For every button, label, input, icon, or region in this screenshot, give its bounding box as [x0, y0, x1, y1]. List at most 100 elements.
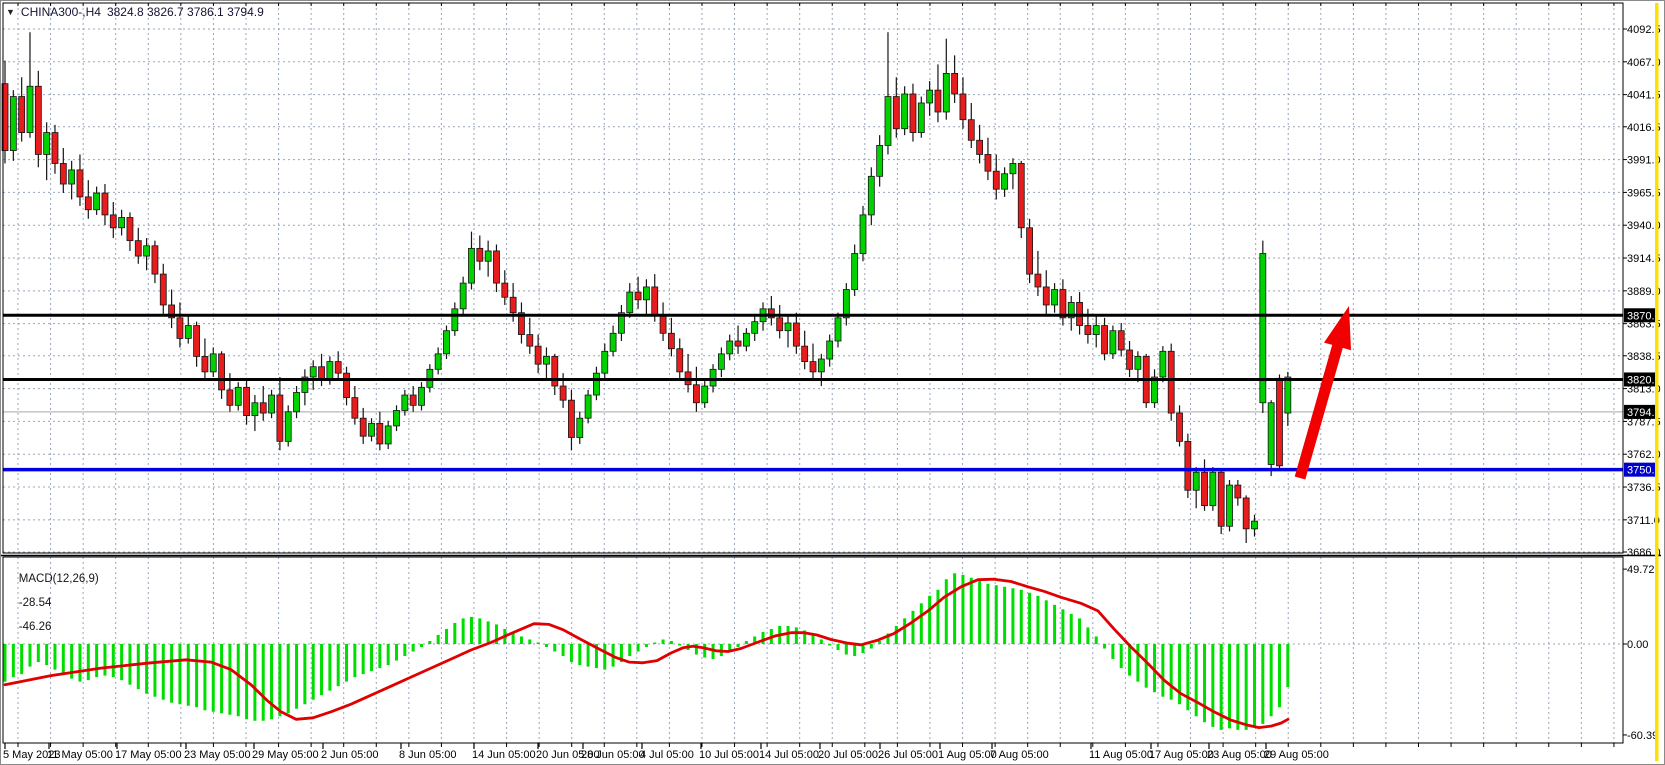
bear-candle [1176, 412, 1183, 442]
bull-candle [717, 353, 725, 370]
bull-candle [1259, 253, 1267, 404]
bull-candle [459, 282, 467, 310]
bear-candle [34, 85, 42, 155]
price-tick-label: 4067.0 [1627, 57, 1661, 69]
bear-candle [568, 399, 575, 438]
date-tick-label: 7 Aug 05:00 [990, 749, 1049, 761]
bear-candle [934, 89, 942, 113]
bull-candle [326, 361, 334, 380]
price-tick-label: 3762.0 [1627, 449, 1661, 461]
date-tick-label: 23 May 05:00 [184, 749, 251, 761]
bull-candle [293, 392, 300, 413]
bear-candle [1117, 330, 1125, 351]
bull-candle [309, 366, 317, 378]
trend-arrow-annotation[interactable] [1294, 306, 1351, 480]
chart-title: ▼ CHINA300-,H4 3824.8 3826.7 3786.1 3794… [6, 5, 264, 19]
bear-candle [159, 273, 167, 306]
bull-candle [884, 96, 892, 146]
bear-candle [526, 334, 534, 347]
bear-candle [1026, 227, 1033, 275]
chart-collapse-icon[interactable]: ▼ [6, 7, 15, 17]
bull-candle [584, 394, 592, 419]
symbol-timeframe-label: CHINA300-,H4 [20, 5, 101, 19]
bull-candle [118, 217, 126, 229]
bear-candle [126, 217, 134, 242]
bear-candle [1276, 377, 1283, 467]
bull-candle [901, 93, 909, 130]
macd-value-label: -28.54 [18, 597, 52, 609]
bear-candle [1, 83, 9, 151]
black-line-price-badge [1624, 372, 1658, 387]
bear-candle [1217, 471, 1225, 527]
bull-candle [926, 89, 934, 104]
bear-candle [351, 397, 359, 419]
price-tick-label: 3889.0 [1627, 286, 1661, 298]
bear-candle [84, 196, 92, 211]
bull-candle [184, 325, 192, 339]
bull-candle [284, 411, 292, 442]
bear-candle [1017, 163, 1025, 229]
bull-candle [1092, 325, 1100, 335]
bear-candle [992, 170, 1000, 190]
bull-candle [484, 250, 492, 262]
bull-candle [209, 353, 217, 373]
bull-candle [434, 353, 442, 370]
date-tick-label: 17 May 05:00 [115, 749, 182, 761]
bull-candle [418, 386, 425, 406]
bear-candle [76, 169, 84, 198]
bear-candle [226, 389, 234, 406]
date-tick-label: 8 Jun 05:00 [399, 749, 457, 761]
bear-candle [534, 345, 542, 365]
bull-candle [368, 422, 375, 437]
bull-candle [1192, 471, 1200, 491]
ohlc-values-label: 3824.8 3826.7 3786.1 3794.9 [106, 5, 264, 19]
bull-candle [593, 372, 600, 396]
bear-candle [676, 348, 684, 373]
price-tick-label: 3686.0 [1627, 547, 1661, 559]
bear-candle [792, 322, 800, 347]
bull-candle [443, 330, 450, 355]
right-edge-marker [1655, 3, 1659, 761]
bull-candle [1067, 302, 1075, 319]
bear-candle [201, 356, 209, 373]
bear-candle [976, 139, 984, 155]
pane-borders [1, 2, 1661, 747]
date-tick-label: 26 Jul 05:00 [878, 749, 938, 761]
current-price-badge [1624, 404, 1658, 419]
bear-candle [1242, 497, 1250, 530]
bear-candle [734, 340, 742, 347]
bull-candle [1209, 471, 1217, 507]
bear-candle [518, 312, 525, 335]
bull-candle [251, 402, 259, 417]
bull-candle [1284, 376, 1292, 414]
macd-indicator-label: MACD(12,26,9) -28.54 -46.26 [6, 561, 99, 645]
price-tick-label: 3940.0 [1627, 220, 1661, 232]
bear-candle [134, 240, 142, 257]
bull-candle [68, 169, 76, 185]
macd-signal-value-label: -46.26 [18, 621, 52, 633]
bear-candle [359, 417, 367, 437]
bull-candle [709, 368, 717, 387]
bear-candle [501, 282, 509, 298]
bull-candle [917, 102, 925, 133]
bull-candle [234, 386, 242, 406]
bull-candle [826, 340, 834, 360]
macd-tick-label: -60.39 [1627, 730, 1658, 742]
bull-candle [834, 317, 842, 342]
bull-candle [601, 350, 609, 374]
bull-candle [726, 340, 734, 355]
bear-candle [984, 154, 992, 172]
bear-candle [218, 353, 225, 391]
bull-candle [384, 425, 392, 445]
bear-candle [476, 247, 484, 262]
bear-candle [59, 163, 67, 185]
price-tick-label: 4016.5 [1627, 122, 1661, 134]
price-tick-label: 3787.5 [1627, 416, 1661, 428]
bull-candle [93, 192, 101, 211]
bull-candle [784, 322, 792, 332]
current-price-badge-label: 3794.9 [1627, 407, 1661, 419]
